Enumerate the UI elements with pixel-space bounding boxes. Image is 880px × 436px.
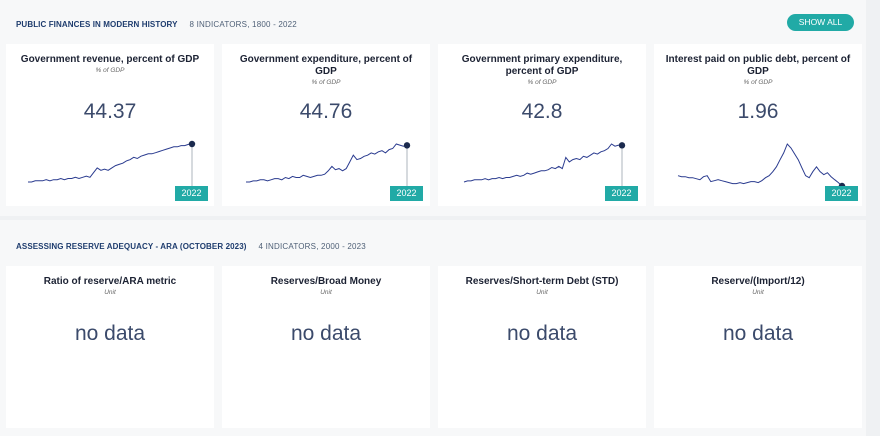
series-line [463, 143, 623, 183]
card-value: no data [74, 322, 146, 345]
card-title: Interest paid on public debt, percent of… [665, 54, 851, 86]
sparkline-chart[interactable] [438, 134, 646, 206]
year-badge: 2022 [175, 186, 208, 201]
card-unit: % of GDP [311, 79, 341, 86]
section-title[interactable]: ASSESSING RESERVE ADEQUACY - ARA (OCTOBE… [16, 242, 247, 251]
section-title[interactable]: PUBLIC FINANCES IN MODERN HISTORY [16, 20, 178, 29]
year-badge: 2022 [825, 186, 858, 201]
series-line [246, 143, 408, 183]
public-finances-section: PUBLIC FINANCES IN MODERN HISTORY 8 INDI… [0, 0, 866, 216]
section-header: ASSESSING RESERVE ADEQUACY - ARA (OCTOBE… [16, 242, 366, 251]
indicator-card[interactable]: Reserves/Broad Money Unit no data [222, 266, 430, 428]
indicator-card[interactable]: Government revenue, percent of GDP% of G… [6, 44, 214, 206]
indicator-card[interactable]: Government primary expenditure, percent … [438, 44, 646, 206]
card-title: Reserves/Short-term Debt (STD) Unit [448, 276, 636, 297]
card-value: 42.8 [521, 100, 563, 123]
indicator-card[interactable]: Reserves/Short-term Debt (STD) Unit no da… [438, 266, 646, 428]
show-all-button[interactable]: SHOW ALL [787, 14, 854, 31]
card-value: 44.76 [299, 100, 353, 123]
card-title: Reserve/(Import/12) Unit [664, 276, 852, 297]
year-badge: 2022 [390, 186, 423, 201]
card-unit: % of GDP [527, 79, 557, 86]
year-badge: 2022 [605, 186, 638, 201]
series-line [677, 143, 843, 187]
section-meta: 8 INDICATORS, 1800 - 2022 [189, 20, 297, 29]
section-header: PUBLIC FINANCES IN MODERN HISTORY 8 INDI… [16, 20, 297, 29]
sparkline-chart[interactable] [6, 134, 214, 206]
card-unit: Unit [104, 289, 116, 296]
card-unit: % of GDP [95, 67, 125, 74]
card-unit: % of GDP [743, 79, 773, 86]
card-value: 1.96 [737, 100, 779, 123]
card-value: no data [722, 322, 794, 345]
reserve-adequacy-section: ASSESSING RESERVE ADEQUACY - ARA (OCTOBE… [0, 220, 866, 436]
card-value: no data [290, 322, 362, 345]
series-line [28, 143, 193, 183]
section-meta: 4 INDICATORS, 2000 - 2023 [258, 242, 366, 251]
last-data-point[interactable] [618, 142, 626, 149]
card-title: Reserves/Broad Money Unit [232, 276, 420, 297]
card-title: Ratio of reserve/ARA metric Unit [16, 276, 204, 297]
last-data-point[interactable] [188, 140, 196, 148]
last-data-point[interactable] [403, 142, 411, 149]
indicator-card[interactable]: Government expenditure, percent of GDP% … [222, 44, 430, 206]
card-title: Government primary expenditure, percent … [448, 54, 636, 87]
card-title: Government revenue, percent of GDP% of G… [16, 54, 204, 75]
indicator-card[interactable]: Reserve/(Import/12) Unit no data [654, 266, 862, 428]
indicator-card[interactable]: Interest paid on public debt, percent of… [654, 44, 862, 206]
card-value: 44.37 [83, 100, 137, 123]
card-unit: Unit [536, 289, 548, 296]
card-title: Government expenditure, percent of GDP% … [232, 54, 420, 87]
card-unit: Unit [320, 289, 332, 296]
indicator-card[interactable]: Ratio of reserve/ARA metric Unit no data [6, 266, 214, 428]
card-value: no data [506, 322, 578, 345]
sparkline-chart[interactable] [222, 134, 430, 206]
card-unit: Unit [752, 289, 764, 296]
